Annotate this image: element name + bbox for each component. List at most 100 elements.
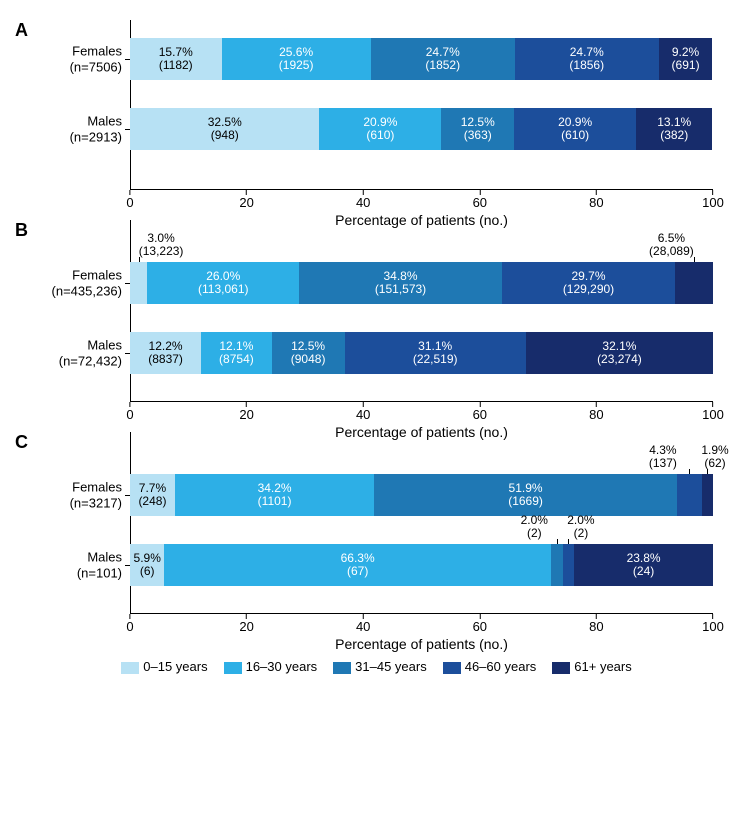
x-tick-label: 60	[473, 619, 487, 634]
bar-segment: 32.5%(948)	[130, 108, 319, 150]
bar-segment: 12.1%(8754)	[201, 332, 272, 374]
bar-segment	[677, 474, 702, 516]
panel-label: A	[15, 20, 28, 41]
x-tick-label: 20	[239, 619, 253, 634]
bar-segment: 24.7%(1856)	[515, 38, 659, 80]
x-tick: 0	[126, 402, 133, 422]
x-tick: 20	[239, 402, 253, 422]
bar-segment: 26.0%(113,061)	[147, 262, 299, 304]
callout-label: 1.9%(62)	[701, 444, 728, 470]
bar-segment: 24.7%(1852)	[371, 38, 515, 80]
legend-item: 31–45 years	[333, 659, 427, 674]
callout-label: 6.5%(28,089)	[649, 232, 694, 258]
segment-count: (1856)	[569, 59, 604, 72]
x-tick: 100	[702, 614, 724, 634]
x-tick: 20	[239, 190, 253, 210]
legend-label: 0–15 years	[143, 659, 207, 674]
callout-line	[139, 257, 140, 262]
bar-segment: 12.2%(8837)	[130, 332, 201, 374]
callout-label: 3.0%(13,223)	[139, 232, 184, 258]
bar-segment: 20.9%(610)	[319, 108, 441, 150]
segment-count: (1669)	[508, 495, 543, 508]
x-tick-label: 20	[239, 407, 253, 422]
segment-count: (67)	[347, 565, 368, 578]
x-tick: 0	[126, 190, 133, 210]
x-tick-label: 20	[239, 195, 253, 210]
bar-segment: 34.8%(151,573)	[299, 262, 502, 304]
callout-count: (2)	[567, 527, 594, 540]
bar-segment: 34.2%(1101)	[175, 474, 374, 516]
bar-segment: 66.3%(67)	[164, 544, 551, 586]
category-label: Males(n=2913)	[12, 113, 122, 144]
x-tick-label: 60	[473, 195, 487, 210]
x-tick-label: 100	[702, 407, 724, 422]
x-tick: 20	[239, 614, 253, 634]
bar-segment: 9.2%(691)	[659, 38, 713, 80]
segment-count: (24)	[633, 565, 654, 578]
x-tick-label: 80	[589, 195, 603, 210]
bar-row: Females(n=435,236)26.0%(113,061)34.8%(15…	[130, 262, 713, 304]
legend-item: 16–30 years	[224, 659, 318, 674]
bar-segment: 13.1%(382)	[636, 108, 712, 150]
panel-label: B	[15, 220, 28, 241]
category-sub: (n=2913)	[12, 129, 122, 145]
bar-row: Males(n=72,432)12.2%(8837)12.1%(8754)12.…	[130, 332, 713, 374]
category-label: Males(n=72,432)	[12, 337, 122, 368]
callout-count: (137)	[649, 457, 677, 470]
legend-label: 61+ years	[574, 659, 631, 674]
x-tick-label: 100	[702, 619, 724, 634]
x-tick: 80	[589, 614, 603, 634]
bar-segment: 12.5%(9048)	[272, 332, 345, 374]
panel-label: C	[15, 432, 28, 453]
category-sub: (n=7506)	[12, 59, 122, 75]
bar-segment: 12.5%(363)	[441, 108, 514, 150]
x-axis	[130, 613, 713, 614]
segment-count: (610)	[366, 129, 394, 142]
segment-count: (8837)	[148, 353, 183, 366]
legend-swatch	[224, 662, 242, 674]
x-tick: 0	[126, 614, 133, 634]
x-tick-label: 0	[126, 619, 133, 634]
segment-count: (151,573)	[375, 283, 426, 296]
legend-label: 16–30 years	[246, 659, 318, 674]
x-tick-label: 100	[702, 195, 724, 210]
legend-swatch	[121, 662, 139, 674]
x-tick-label: 40	[356, 619, 370, 634]
category-label: Females(n=7506)	[12, 43, 122, 74]
category-sub: (n=72,432)	[12, 353, 122, 369]
segment-count: (22,519)	[413, 353, 458, 366]
legend-label: 31–45 years	[355, 659, 427, 674]
segment-count: (113,061)	[198, 283, 248, 296]
segment-count: (129,290)	[563, 283, 614, 296]
legend: 0–15 years 16–30 years 31–45 years 46–60 ye…	[10, 659, 743, 674]
legend-label: 46–60 years	[465, 659, 537, 674]
x-tick: 40	[356, 190, 370, 210]
bar-segment: 20.9%(610)	[514, 108, 636, 150]
x-tick: 40	[356, 614, 370, 634]
segment-count: (691)	[672, 59, 700, 72]
category-sub: (n=3217)	[12, 495, 122, 511]
callout-line	[568, 539, 569, 544]
panel-C: CFemales(n=3217)7.7%(248)34.2%(1101)51.9…	[10, 432, 743, 634]
legend-item: 46–60 years	[443, 659, 537, 674]
segment-count: (1101)	[258, 495, 292, 508]
x-tick-label: 60	[473, 407, 487, 422]
bar-segment: 32.1%(23,274)	[526, 332, 713, 374]
category-main: Males	[12, 549, 122, 565]
x-tick: 100	[702, 190, 724, 210]
x-tick: 40	[356, 402, 370, 422]
x-axis	[130, 189, 713, 190]
bar-row: Males(n=101)5.9%(6)66.3%(67)23.8%(24)	[130, 544, 713, 586]
x-axis	[130, 401, 713, 402]
panel-B: BFemales(n=435,236)26.0%(113,061)34.8%(1…	[10, 220, 743, 422]
category-label: Females(n=435,236)	[12, 267, 122, 298]
segment-count: (248)	[138, 495, 166, 508]
legend-swatch	[552, 662, 570, 674]
segment-count: (9048)	[291, 353, 326, 366]
callout-label: 4.3%(137)	[649, 444, 677, 470]
bar-segment	[675, 262, 713, 304]
bar-segment: 31.1%(22,519)	[345, 332, 526, 374]
legend-swatch	[333, 662, 351, 674]
category-main: Males	[12, 113, 122, 129]
segment-count: (8754)	[219, 353, 254, 366]
